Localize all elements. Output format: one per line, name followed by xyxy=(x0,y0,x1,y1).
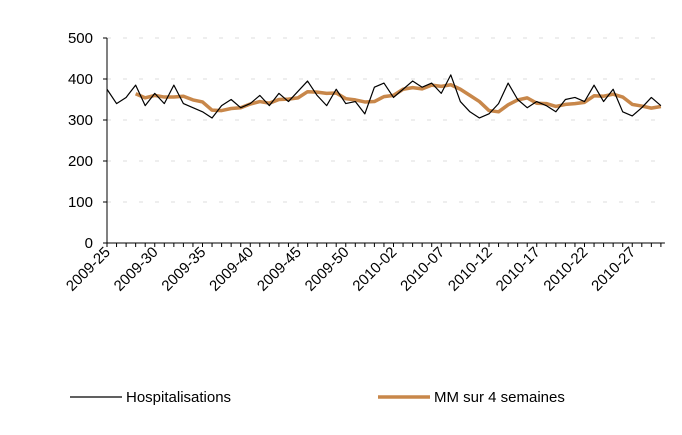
x-tick-label: 2010-07 xyxy=(397,244,448,295)
x-tick-label: 2009-45 xyxy=(254,244,305,295)
x-tick-label: 2010-22 xyxy=(540,244,591,295)
x-tick-label: 2010-27 xyxy=(588,244,639,295)
x-tick-label: 2009-50 xyxy=(302,244,353,295)
series-line xyxy=(106,74,662,119)
y-tick-label: 500 xyxy=(68,30,93,47)
y-tick-label: 0 xyxy=(85,235,93,252)
y-tick-label: 100 xyxy=(68,194,93,211)
series-line xyxy=(134,82,662,114)
x-tick-label: 2010-12 xyxy=(445,244,496,295)
legend-label: MM sur 4 semaines xyxy=(434,389,565,406)
legend-label: Hospitalisations xyxy=(126,389,231,406)
y-tick-label: 400 xyxy=(68,71,93,88)
x-tick-label: 2009-35 xyxy=(158,244,209,295)
x-tick-label: 2009-30 xyxy=(111,244,162,295)
x-tick-label: 2010-02 xyxy=(349,244,400,295)
y-tick-label: 300 xyxy=(68,112,93,129)
x-tick-label: 2010-17 xyxy=(493,244,544,295)
y-tick-label: 200 xyxy=(68,153,93,170)
x-tick-label: 2009-40 xyxy=(206,244,257,295)
